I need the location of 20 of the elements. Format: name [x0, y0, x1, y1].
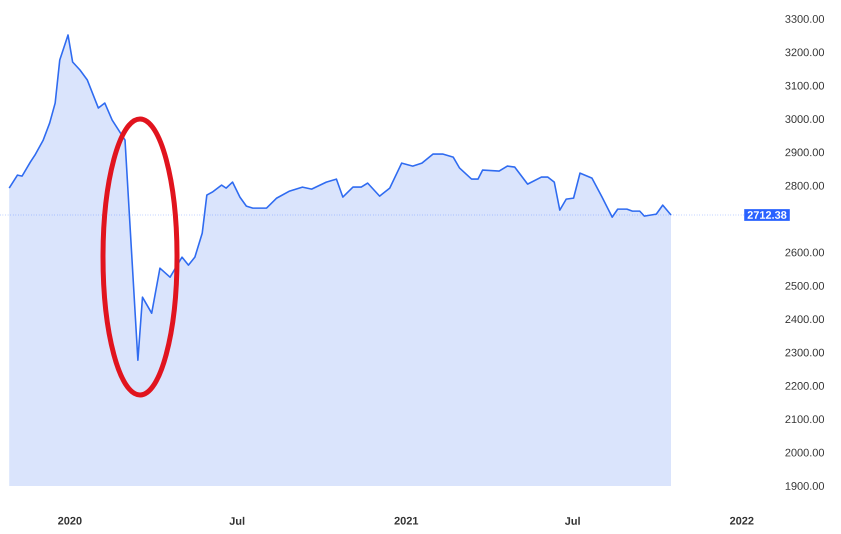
y-tick-label: 3100.00 [785, 82, 824, 90]
y-tick-label: 3200.00 [785, 48, 824, 56]
ref-line-label: 2712.38 [748, 211, 786, 219]
x-tick-label: Jul [564, 516, 580, 525]
y-tick-label: 2300.00 [785, 348, 824, 356]
y-tick-label: 1900.00 [786, 482, 824, 490]
y-tick-label: 2100.00 [785, 415, 824, 424]
y-tick-label: 2000.00 [785, 448, 824, 457]
x-tick-label: 2021 [394, 516, 418, 525]
y-tick-label: 2200.00 [785, 382, 824, 390]
y-tick-label: 2600.00 [785, 248, 824, 256]
x-tick-label: 2022 [730, 516, 754, 525]
y-tick-label: 2800.00 [785, 182, 824, 190]
x-tick-label: 2020 [58, 516, 82, 525]
y-tick-label: 2900.00 [785, 148, 824, 156]
y-tick-label: 2500.00 [785, 282, 824, 290]
x-tick-label: Jul [229, 516, 244, 525]
y-tick-label: 3000.00 [785, 115, 824, 123]
y-tick-label: 2400.00 [785, 315, 824, 324]
y-tick-label: 3300.00 [785, 15, 824, 23]
